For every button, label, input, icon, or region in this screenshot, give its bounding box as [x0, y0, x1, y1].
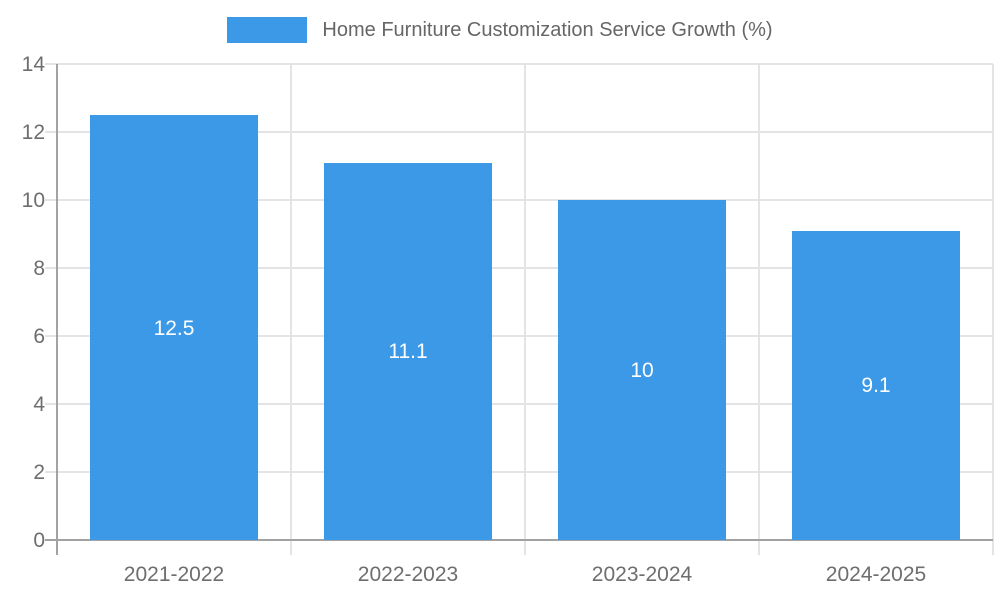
legend[interactable]: Home Furniture Customization Service Gro…: [0, 17, 1000, 43]
bar[interactable]: [558, 200, 726, 540]
y-tick-label: 6: [33, 325, 45, 348]
bar-value-label: 12.5: [153, 316, 195, 340]
x-tick-label: 2021-2022: [123, 563, 225, 586]
bar-value-label: 9.1: [861, 374, 891, 398]
y-tick-label: 0: [33, 529, 45, 552]
y-gridline: [45, 63, 993, 65]
y-gridline: [45, 471, 993, 473]
bar-value-label: 11.1: [388, 340, 428, 364]
x-tick-label: 2024-2025: [825, 563, 927, 586]
y-tick-label: 8: [33, 257, 45, 280]
y-gridline: [45, 199, 993, 201]
legend-swatch: [227, 17, 308, 43]
x-axis-line: [45, 539, 993, 541]
y-axis-line: [56, 64, 58, 555]
y-gridline: [45, 335, 993, 337]
legend-label: Home Furniture Customization Service Gro…: [322, 19, 773, 41]
bar[interactable]: [792, 230, 960, 540]
y-tick-label: 2: [33, 461, 45, 484]
x-gridline: [758, 64, 760, 555]
y-gridline: [45, 131, 993, 133]
x-tick-label: 2023-2024: [591, 563, 693, 586]
y-gridline: [45, 403, 993, 405]
y-tick-label: 10: [21, 189, 45, 212]
y-tick-label: 14: [21, 53, 45, 76]
x-gridline: [290, 64, 292, 555]
bar[interactable]: [324, 162, 492, 540]
y-tick-label: 4: [33, 393, 45, 416]
bar-value-label: 10: [630, 359, 654, 382]
x-gridline: [524, 64, 526, 555]
bar[interactable]: [90, 115, 258, 540]
x-gridline: [992, 64, 994, 555]
y-gridline: [45, 267, 993, 269]
y-tick-label: 12: [21, 121, 45, 144]
x-tick-label: 2022-2023: [357, 563, 459, 586]
